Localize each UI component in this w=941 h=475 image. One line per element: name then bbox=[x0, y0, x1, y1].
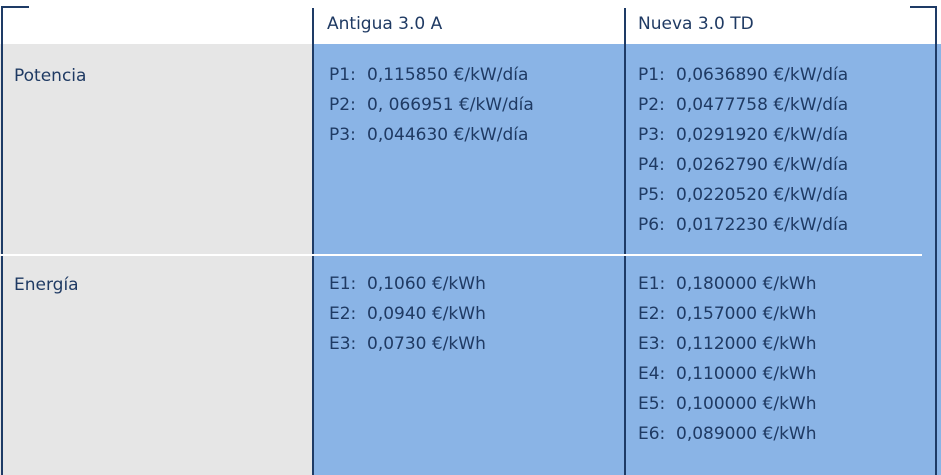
list-item: P2: 0, 066951 €/kW/día bbox=[329, 95, 534, 115]
list-item: E1: 0,1060 €/kWh bbox=[329, 274, 486, 294]
list-item: P6: 0,0172230 €/kW/día bbox=[638, 215, 849, 235]
list-item: E2: 0,157000 €/kWh bbox=[638, 304, 817, 324]
header-new-tariff: Nueva 3.0 TD bbox=[638, 14, 754, 34]
list-item: E3: 0,0730 €/kWh bbox=[329, 334, 486, 354]
list-item: E3: 0,112000 €/kWh bbox=[638, 334, 817, 354]
list-item: E5: 0,100000 €/kWh bbox=[638, 394, 817, 414]
old-tariff-column-background bbox=[313, 44, 625, 475]
list-item: P3: 0,0291920 €/kW/día bbox=[638, 125, 849, 145]
list-item: E4: 0,110000 €/kWh bbox=[638, 364, 817, 384]
top-left-corner-bracket bbox=[1, 6, 29, 475]
label-column-background bbox=[0, 44, 313, 475]
list-item: E1: 0,180000 €/kWh bbox=[638, 274, 817, 294]
cell-potencia-old: P1: 0,115850 €/kW/día P2: 0, 066951 €/kW/d… bbox=[329, 60, 534, 150]
column-divider-1 bbox=[312, 8, 314, 475]
list-item: P4: 0,0262790 €/kW/día bbox=[638, 155, 849, 175]
cell-potencia-new: P1: 0,0636890 €/kW/día P2: 0,0477758 €/kW/… bbox=[638, 60, 848, 240]
list-item: E2: 0,0940 €/kWh bbox=[329, 304, 486, 324]
cell-energia-old: E1: 0,1060 €/kWh E2: 0,0940 €/kWh E3: 0,073… bbox=[329, 269, 486, 359]
cell-energia-new: E1: 0,180000 €/kWh E2: 0,157000 €/kWh E3: 0… bbox=[638, 269, 817, 449]
list-item: P1: 0,115850 €/kW/día bbox=[329, 65, 529, 85]
list-item: P1: 0,0636890 €/kW/día bbox=[638, 65, 849, 85]
row-divider bbox=[0, 254, 922, 256]
list-item: P3: 0,044630 €/kW/día bbox=[329, 125, 529, 145]
header-old-tariff: Antigua 3.0 A bbox=[327, 14, 443, 34]
list-item: E6: 0,089000 €/kWh bbox=[638, 424, 817, 444]
row-label-energia: Energía bbox=[14, 275, 79, 295]
new-tariff-column-background bbox=[625, 44, 941, 475]
column-divider-2 bbox=[624, 8, 626, 475]
top-right-corner-bracket bbox=[910, 6, 937, 475]
row-label-potencia: Potencia bbox=[14, 66, 87, 86]
list-item: P5: 0,0220520 €/kW/día bbox=[638, 185, 849, 205]
list-item: P2: 0,0477758 €/kW/día bbox=[638, 95, 849, 115]
